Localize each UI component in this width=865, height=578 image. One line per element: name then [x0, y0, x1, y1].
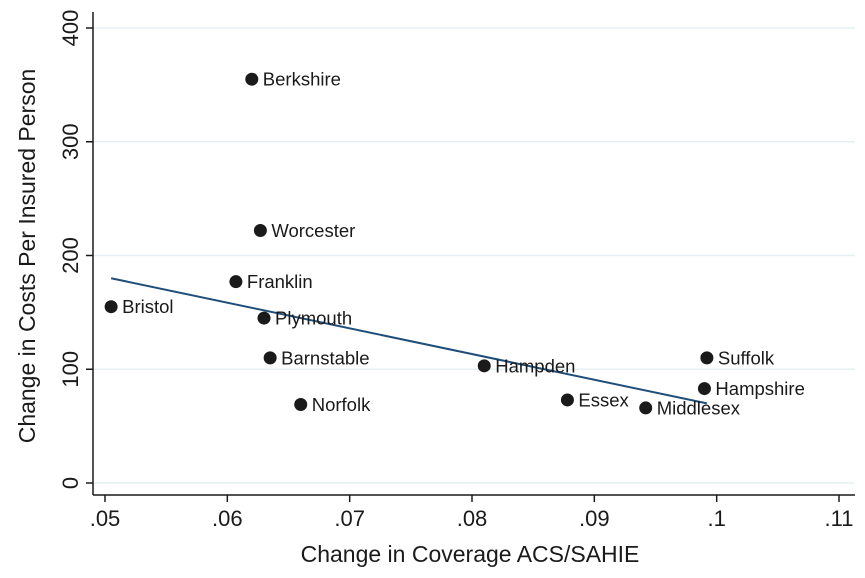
- point-label: Norfolk: [312, 394, 371, 415]
- x-tick-label: .09: [579, 506, 610, 531]
- data-point: [697, 382, 711, 396]
- x-tick-label: .07: [334, 506, 365, 531]
- y-axis-title: Change in Costs Per Insured Person: [14, 69, 40, 444]
- x-tick-label: .1: [707, 506, 725, 531]
- data-point: [560, 393, 574, 407]
- x-tick-label: .11: [825, 506, 854, 531]
- point-label: Barnstable: [281, 347, 369, 368]
- data-point: [639, 401, 653, 415]
- axes: 0 100 200 300 400 .05 .06 .07 .08 .09 .1 .11: [58, 10, 855, 531]
- data-point: [229, 275, 243, 289]
- x-tick-label: .05: [90, 506, 121, 531]
- x-tick-label: .06: [212, 506, 243, 531]
- point-label: Middlesex: [657, 397, 741, 418]
- x-tick-label: .08: [457, 506, 488, 531]
- data-point: [700, 351, 714, 365]
- point-label: Suffolk: [718, 347, 775, 368]
- data-point: [257, 311, 271, 325]
- data-point: [253, 223, 267, 237]
- point-label: Hampden: [495, 355, 575, 376]
- data-point: [263, 351, 277, 365]
- data-point: [245, 72, 259, 86]
- gridlines: [93, 27, 855, 484]
- y-tick-label: 400: [58, 10, 83, 47]
- point-label: Franklin: [247, 271, 313, 292]
- y-tick-label: 0: [58, 477, 83, 489]
- point-label: Hampshire: [715, 378, 804, 399]
- fit-line-group: [110, 277, 708, 405]
- point-label: Berkshire: [263, 69, 341, 90]
- x-axis-title: Change in Coverage ACS/SAHIE: [301, 541, 640, 567]
- point-label: Worcester: [271, 220, 355, 241]
- data-point: [104, 300, 118, 314]
- y-tick-label: 100: [58, 351, 83, 388]
- y-tick-label: 200: [58, 237, 83, 274]
- fit-line: [110, 277, 708, 405]
- point-label: Essex: [578, 389, 629, 410]
- y-tick-label: 300: [58, 123, 83, 160]
- point-label: Plymouth: [275, 308, 352, 329]
- point-label: Bristol: [122, 296, 173, 317]
- data-point: [294, 398, 308, 412]
- data-point: [477, 359, 491, 373]
- data-points: Berkshire Worcester Franklin Bristol Plymout…: [104, 69, 805, 418]
